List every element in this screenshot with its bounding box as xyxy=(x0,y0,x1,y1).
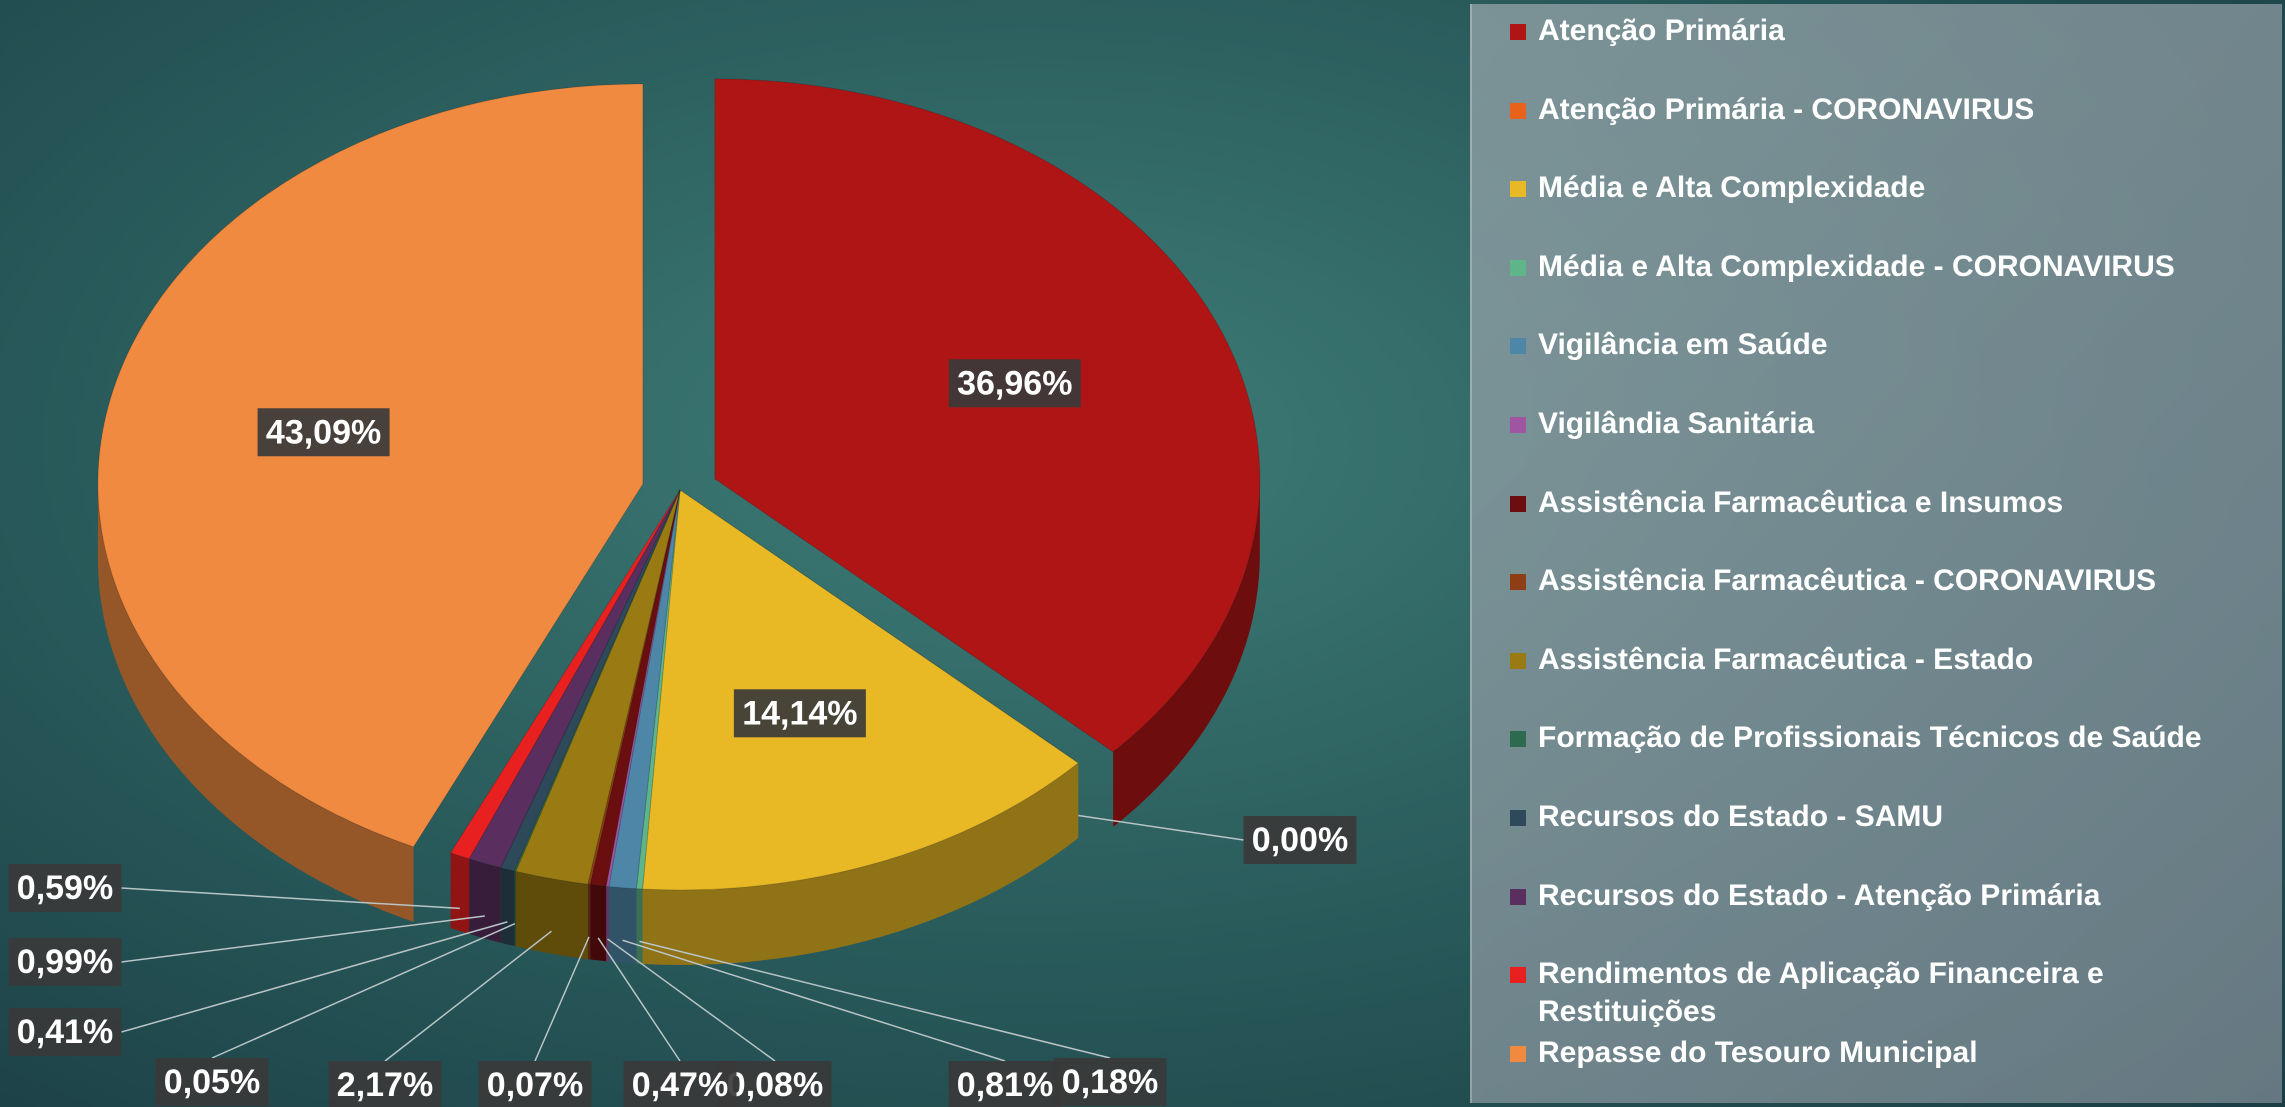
leader-line xyxy=(639,940,1111,1059)
slice xyxy=(605,489,681,888)
leader-line xyxy=(607,938,776,1062)
leader-line xyxy=(384,930,552,1062)
legend-label: Rendimentos de Aplicação Financeira e Re… xyxy=(1538,957,2104,1029)
legend-swatch xyxy=(1510,1045,1526,1062)
slice-side xyxy=(608,886,637,964)
slice-side xyxy=(97,483,414,922)
leader-line xyxy=(597,937,681,1062)
data-label: 0,08% xyxy=(727,1066,823,1104)
slice-side xyxy=(606,886,609,962)
legend-label: Atenção Primária - CORONAVIRUS xyxy=(1538,92,2035,126)
data-label-box xyxy=(948,359,1081,408)
slice-side xyxy=(590,884,607,962)
legend-label: Assistência Farmacêutica - Estado xyxy=(1538,642,2034,676)
legend-label: Vigilância em Saúde xyxy=(1538,328,1828,362)
legend-swatch xyxy=(1510,181,1526,198)
legend-swatch xyxy=(1510,810,1526,826)
slice xyxy=(589,489,681,887)
data-label-box xyxy=(733,689,866,738)
slice xyxy=(635,489,681,890)
legend-swatch xyxy=(1510,24,1526,40)
data-label-box xyxy=(718,1061,832,1107)
data-label: 2,17% xyxy=(337,1066,433,1104)
legend-label: Vigilândia Sanitária xyxy=(1538,407,1815,440)
leader-line xyxy=(121,887,460,910)
data-label-box xyxy=(155,1058,269,1106)
legend-swatch xyxy=(1510,652,1526,669)
legend-swatch xyxy=(1510,967,1526,984)
data-labels: 36,96% 0,00% 14,14% 0,18%0,81% 0,08%0,47% 0,0… xyxy=(8,359,1357,1107)
leader-line xyxy=(534,936,590,1062)
data-label: 0,05% xyxy=(164,1063,260,1101)
chart: 36,96% 0,00% 14,14% 0,18%0,81% 0,08%0,47% 0,0… xyxy=(8,78,1357,1107)
legend-swatch xyxy=(1510,417,1526,433)
legend-swatch xyxy=(1510,259,1526,276)
legend-label: Recursos do Estado - Atenção Primária xyxy=(1538,878,2101,912)
legend-label: Assistência Farmacêutica - CORONAVIRUS xyxy=(1538,564,2156,598)
data-label: 0,59% xyxy=(17,869,113,907)
data-label: 14,14% xyxy=(742,694,857,732)
data-label-box xyxy=(8,938,122,986)
legend-swatch xyxy=(1510,574,1526,591)
leader-line xyxy=(121,915,485,963)
slice-side xyxy=(1113,478,1260,827)
leader-line xyxy=(211,923,516,1059)
data-label-box xyxy=(257,408,390,457)
leader-line xyxy=(622,939,1006,1062)
data-label-box xyxy=(948,1061,1062,1107)
legend: Atenção Primária Atenção Primária - CORON… xyxy=(1470,4,2282,1103)
data-label-box xyxy=(328,1061,442,1107)
data-label-box xyxy=(1053,1058,1167,1106)
data-label: 0,18% xyxy=(1062,1063,1158,1101)
legend-swatch xyxy=(1510,888,1526,905)
data-label: 0,41% xyxy=(17,1013,113,1051)
data-label: 0,81% xyxy=(957,1066,1053,1104)
data-label: 43,09% xyxy=(266,413,381,451)
slice xyxy=(714,78,1261,753)
legend-label: Assistência Farmacêutica e Insumos xyxy=(1538,485,2064,519)
legend-label: Repasse do Tesouro Municipal xyxy=(1538,1035,1978,1069)
slice-side xyxy=(514,871,516,947)
data-label-box xyxy=(8,1008,122,1056)
slice-side xyxy=(515,871,588,960)
legend-swatch xyxy=(1510,102,1526,119)
data-label: 0,00% xyxy=(1252,821,1348,859)
data-label-box xyxy=(1243,816,1357,864)
slice-side xyxy=(500,867,515,947)
legend-label: Atenção Primária xyxy=(1538,14,1785,47)
slice xyxy=(449,489,681,860)
legend-swatch xyxy=(1510,495,1526,512)
legend-swatch xyxy=(1510,731,1526,748)
slice-side xyxy=(450,852,470,934)
slice xyxy=(500,489,681,872)
slice xyxy=(468,489,681,869)
slice xyxy=(97,83,644,848)
slice xyxy=(587,489,681,886)
data-label: 36,96% xyxy=(957,364,1072,402)
slice-side xyxy=(469,858,501,943)
legend-label: Média e Alta Complexidade - CORONAVIRUS xyxy=(1538,249,2175,283)
data-label: 0,07% xyxy=(487,1066,583,1104)
data-label-box xyxy=(623,1061,737,1107)
data-label-box xyxy=(478,1061,592,1107)
legend-swatch xyxy=(1510,338,1526,355)
legend-label: Formação de Profissionais Técnicos de Sa… xyxy=(1538,721,2202,755)
data-label: 0,47% xyxy=(632,1066,728,1104)
leader-line xyxy=(121,921,508,1033)
slice-side xyxy=(587,884,591,960)
slice-side xyxy=(636,888,643,965)
slice xyxy=(514,489,681,885)
leader-line xyxy=(1078,814,1244,841)
slice xyxy=(608,489,681,890)
data-label-box xyxy=(8,864,122,912)
legend-label: Recursos do Estado - SAMU xyxy=(1538,800,1944,833)
legend-label: Média e Alta Complexidade xyxy=(1538,171,1926,205)
data-label: 0,99% xyxy=(17,943,113,981)
slice xyxy=(513,489,681,872)
slice-side xyxy=(642,763,1079,965)
